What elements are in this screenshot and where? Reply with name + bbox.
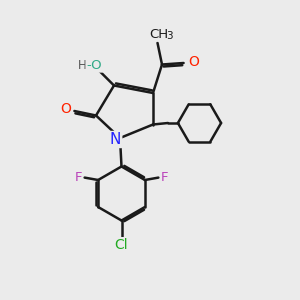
Text: Cl: Cl bbox=[115, 238, 128, 252]
Text: F: F bbox=[161, 171, 169, 184]
Text: O: O bbox=[189, 55, 200, 68]
Text: N: N bbox=[110, 132, 121, 147]
Text: CH: CH bbox=[149, 28, 169, 41]
Text: O: O bbox=[60, 103, 71, 116]
Text: F: F bbox=[74, 171, 82, 184]
Text: H: H bbox=[78, 58, 87, 72]
Text: -O: -O bbox=[87, 58, 102, 72]
Text: 3: 3 bbox=[166, 31, 173, 41]
